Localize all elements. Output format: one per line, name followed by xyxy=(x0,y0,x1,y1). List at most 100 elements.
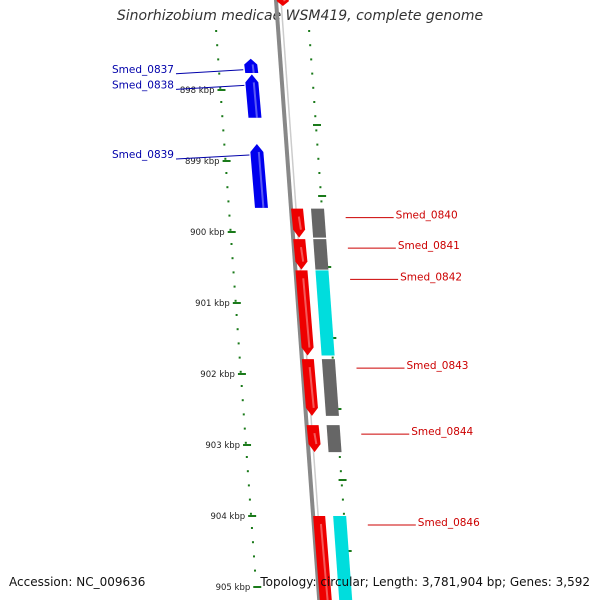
left-dot-track xyxy=(234,299,237,302)
gene-arrow-Smed_0840[interactable] xyxy=(291,208,306,238)
gene-arrow-Smed_0837-shape xyxy=(244,58,259,73)
gene-arrow-Smed_0841-shape xyxy=(293,239,308,270)
left-dot-track xyxy=(246,470,249,473)
left-dot-track xyxy=(241,399,244,402)
gene-arrow-Smed_0846[interactable] xyxy=(313,516,332,600)
right-dot-track xyxy=(340,484,343,487)
gene-arrow-Smed_0838-shape xyxy=(245,74,262,118)
gene-arrow-Smed_0843-shape xyxy=(301,359,318,416)
left-dot-track xyxy=(245,456,248,458)
left-dot-track xyxy=(223,143,226,146)
gene-label-Smed_0840[interactable]: Smed_0840 xyxy=(396,210,458,222)
scale-tick-label: 903 kbp xyxy=(205,441,240,451)
gene-arrow-Smed_0843[interactable] xyxy=(301,359,318,416)
gene-arrow-Smed_0837-highlight xyxy=(251,64,255,74)
left-dot-track xyxy=(220,101,223,103)
right-dot-track xyxy=(311,72,314,75)
scale-tick-label: 898 kbp xyxy=(180,86,215,96)
right-dot-track xyxy=(319,186,322,189)
scale-tick-label: 902 kbp xyxy=(200,370,235,380)
left-dot-track xyxy=(228,214,231,217)
gene-label-Smed_0839[interactable]: Smed_0839 xyxy=(112,149,174,161)
left-dot-track xyxy=(254,569,257,572)
gene-arrow-Smed_0839[interactable] xyxy=(250,143,268,208)
gene-label-Smed_0842[interactable]: Smed_0842 xyxy=(400,271,462,283)
left-dot-track xyxy=(248,498,251,501)
right-dot-track xyxy=(320,200,323,203)
gene-arrow-Smed_0846-highlight xyxy=(319,523,329,600)
left-dot-track xyxy=(232,271,235,274)
gene-arrow-Smed_0840-highlight xyxy=(297,216,302,230)
left-dot-track xyxy=(222,129,225,132)
left-dot-track xyxy=(219,86,222,89)
right-dot-track xyxy=(338,456,341,458)
left-dot-track xyxy=(216,44,219,47)
gene-arrow-Smed_0846-shape xyxy=(313,516,332,600)
scale-tick-label: 904 kbp xyxy=(211,512,246,522)
gene-arrow-Smed_0842-highlight xyxy=(302,278,311,348)
top-partial-gene[interactable] xyxy=(276,0,289,6)
right-dot-track xyxy=(317,157,320,160)
left-dot-track xyxy=(236,328,239,331)
gene-arrow-Smed_0843-highlight xyxy=(308,366,315,408)
feature-block-Smed_0846[interactable] xyxy=(333,516,353,600)
left-dot-track xyxy=(235,314,238,316)
gene-label-Smed_0841[interactable]: Smed_0841 xyxy=(398,240,460,252)
left-dot-track xyxy=(215,30,218,32)
right-dot-track xyxy=(312,86,315,89)
label-leader-Smed_0838 xyxy=(175,84,245,90)
right-dot-track xyxy=(342,512,345,515)
gene-label-Smed_0844[interactable]: Smed_0844 xyxy=(411,426,473,438)
left-dot-track xyxy=(230,243,233,245)
left-dot-track xyxy=(226,186,229,189)
gene-arrow-Smed_0839-highlight xyxy=(257,151,265,208)
right-dot-track xyxy=(309,44,312,47)
right-dot-track xyxy=(310,58,313,61)
right-dot-track xyxy=(331,356,334,359)
feature-block-Smed_0841[interactable] xyxy=(313,239,329,270)
scale-tick-label: 899 kbp xyxy=(185,157,220,167)
label-leader-Smed_0839 xyxy=(175,154,250,160)
gene-label-Smed_0846[interactable]: Smed_0846 xyxy=(418,517,480,529)
gene-arrow-Smed_0837[interactable] xyxy=(244,58,259,74)
gene-arrow-Smed_0840-shape xyxy=(291,208,306,238)
right-dot-track xyxy=(318,172,321,174)
scale-tick-label: 900 kbp xyxy=(190,228,225,238)
feature-block-Smed_0842[interactable] xyxy=(315,270,335,356)
gene-arrow-Smed_0839-shape xyxy=(250,143,268,208)
label-leader-Smed_0837 xyxy=(175,69,244,75)
feature-block-Smed_0840[interactable] xyxy=(311,208,327,238)
backbone-line xyxy=(273,0,322,600)
feature-block-Smed_0844[interactable] xyxy=(326,425,342,453)
left-dot-track xyxy=(252,555,255,558)
right-dot-track xyxy=(315,129,318,132)
left-dot-track xyxy=(238,356,241,359)
gene-arrow-Smed_0841-highlight xyxy=(300,246,305,262)
gene-label-Smed_0837[interactable]: Smed_0837 xyxy=(112,64,174,76)
left-dot-track xyxy=(227,200,230,203)
accession-text: Accession: NC_009636 xyxy=(9,575,146,589)
left-dot-track xyxy=(250,527,253,529)
left-dot-track xyxy=(249,512,252,515)
left-dot-track xyxy=(231,257,234,260)
genome-summary-text: Topology: circular; Length: 3,781,904 bp… xyxy=(260,575,590,589)
top-partial-gene-highlight xyxy=(283,0,286,2)
scale-tick-label: 901 kbp xyxy=(195,299,230,309)
right-dot-track xyxy=(339,470,342,473)
gene-arrow-Smed_0838-highlight xyxy=(252,82,258,118)
top-partial-gene-shape xyxy=(276,0,289,6)
gene-arrow-Smed_0841[interactable] xyxy=(293,239,308,270)
left-dot-track xyxy=(239,370,242,373)
gene-label-Smed_0838[interactable]: Smed_0838 xyxy=(112,79,174,91)
left-dot-track xyxy=(221,115,224,118)
gene-arrow-Smed_0844[interactable] xyxy=(306,425,321,453)
gene-arrow-Smed_0842[interactable] xyxy=(295,270,314,356)
gene-label-Smed_0843[interactable]: Smed_0843 xyxy=(407,360,469,372)
left-dot-track xyxy=(247,484,250,487)
gene-arrow-Smed_0844-shape xyxy=(306,425,321,453)
left-dot-track xyxy=(229,228,232,231)
gene-arrow-Smed_0838[interactable] xyxy=(245,74,262,118)
left-dot-track xyxy=(242,413,245,416)
feature-block-Smed_0843[interactable] xyxy=(321,359,339,416)
left-dot-track xyxy=(233,285,236,288)
